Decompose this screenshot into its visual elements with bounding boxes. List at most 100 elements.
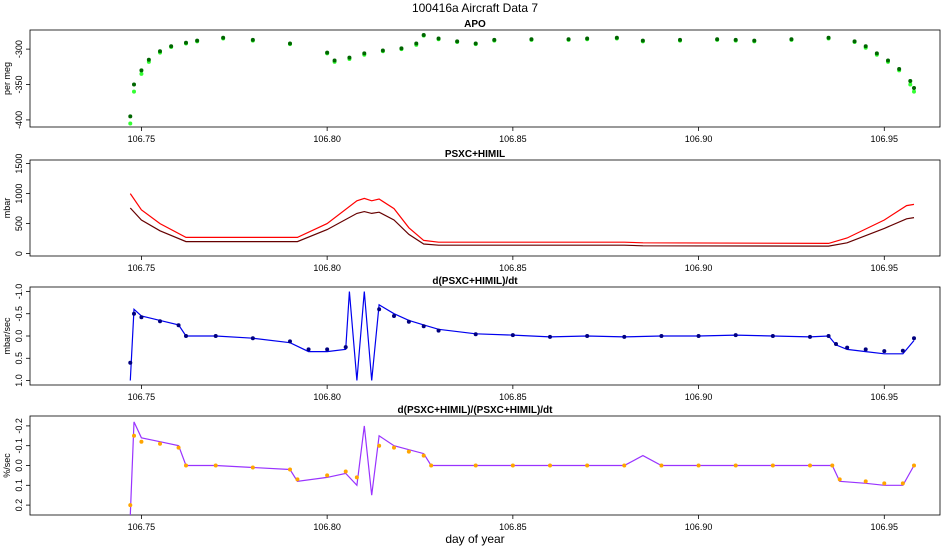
data-point xyxy=(139,315,144,320)
x-tick-label: 106.85 xyxy=(499,134,527,144)
x-tick-label: 106.80 xyxy=(313,134,341,144)
data-point xyxy=(347,55,352,60)
data-point xyxy=(377,443,382,448)
data-point xyxy=(377,307,382,312)
data-point xyxy=(132,311,136,316)
data-point xyxy=(473,332,478,337)
data-point xyxy=(392,445,396,450)
y-tick-label: 0.1 xyxy=(14,479,24,492)
y-tick-label: -0.5 xyxy=(14,306,24,322)
data-point xyxy=(399,46,404,51)
data-point xyxy=(659,463,664,468)
data-point xyxy=(414,41,419,46)
panel-frame xyxy=(29,286,941,386)
x-tick-label: 106.75 xyxy=(128,134,156,144)
data-point xyxy=(343,469,348,474)
data-point xyxy=(184,463,188,468)
x-tick-label: 106.90 xyxy=(685,134,713,144)
data-point xyxy=(473,463,478,468)
data-point xyxy=(770,463,775,468)
data-point xyxy=(221,35,226,40)
data-point xyxy=(139,439,144,444)
data-point xyxy=(288,339,292,344)
data-point xyxy=(195,38,200,43)
data-point xyxy=(733,333,738,338)
data-point xyxy=(176,323,181,328)
x-tick-label: 106.95 xyxy=(871,392,899,402)
data-point xyxy=(886,58,890,63)
x-tick-label: 106.75 xyxy=(128,263,156,273)
data-point xyxy=(752,38,757,43)
data-point xyxy=(696,334,701,338)
y-tick-label: -0.1 xyxy=(14,438,24,454)
data-point xyxy=(852,39,857,44)
data-point xyxy=(900,481,905,486)
series-group xyxy=(128,32,916,126)
data-point xyxy=(908,82,913,87)
y-tick-label: -1.0 xyxy=(14,284,24,300)
data-point xyxy=(834,342,838,347)
data-point xyxy=(325,347,330,352)
data-point xyxy=(548,463,552,468)
y-tick-label: 0.2 xyxy=(14,499,24,512)
y-tick-label: 0.0 xyxy=(14,330,24,343)
data-point xyxy=(912,86,916,91)
x-tick-label: 106.95 xyxy=(871,263,899,273)
data-point xyxy=(295,477,300,482)
x-tick-label: 106.80 xyxy=(313,392,341,402)
series-line-1 xyxy=(129,421,915,515)
x-tick-label: 106.75 xyxy=(128,392,156,402)
data-point xyxy=(908,78,913,83)
series-line-1 xyxy=(129,193,915,245)
x-tick-label: 106.85 xyxy=(499,522,527,532)
data-point xyxy=(826,35,831,40)
data-point xyxy=(715,37,720,42)
series-group xyxy=(128,421,916,515)
panel-4: d(PSXC+HIMIL)/(PSXC+HIMIL)/dt %/sec 0.2 0.1… xyxy=(2,405,941,532)
data-point xyxy=(128,503,133,508)
panel-title: d(PSXC+HIMIL)/dt xyxy=(432,276,518,287)
series-line-1 xyxy=(129,291,915,381)
data-point xyxy=(845,345,850,350)
data-point xyxy=(659,334,664,338)
x-tick-label: 106.95 xyxy=(871,134,899,144)
data-point xyxy=(529,37,534,42)
data-point xyxy=(343,345,348,350)
panel-title: d(PSXC+HIMIL)/(PSXC+HIMIL)/dt xyxy=(398,405,554,416)
panel-title: APO xyxy=(464,19,486,30)
x-tick-label: 106.80 xyxy=(313,263,341,273)
data-point xyxy=(380,48,385,53)
data-point xyxy=(128,114,133,119)
panel-frame xyxy=(29,29,941,128)
data-point xyxy=(392,313,396,318)
data-point xyxy=(830,463,835,468)
panel-2: PSXC+HIMIL mbar 0 500 1000 1500 106.75 106.80 10… xyxy=(2,149,941,273)
x-tick-label: 106.95 xyxy=(871,522,899,532)
series-group xyxy=(128,291,916,381)
data-point xyxy=(585,463,590,468)
data-point xyxy=(158,49,162,54)
data-point xyxy=(288,41,292,46)
data-point xyxy=(770,334,775,338)
data-point xyxy=(808,463,812,468)
y-tick-label: 1000 xyxy=(14,184,24,204)
data-point xyxy=(362,51,367,56)
data-point xyxy=(640,38,645,43)
y-axis-label: mbar/sec xyxy=(2,317,12,355)
data-point xyxy=(332,58,337,63)
data-point xyxy=(250,336,255,341)
data-point xyxy=(863,479,868,484)
x-axis-label: day of year xyxy=(445,532,504,546)
x-tick-label: 106.85 xyxy=(499,263,527,273)
y-tick-label: -350 xyxy=(14,76,24,94)
data-point xyxy=(184,334,188,338)
data-point xyxy=(421,324,426,329)
data-point xyxy=(808,334,812,339)
y-tick-label: 0.0 xyxy=(14,459,24,472)
data-point xyxy=(213,463,218,468)
data-point xyxy=(132,82,136,87)
data-point xyxy=(325,50,330,55)
x-tick-label: 106.90 xyxy=(685,392,713,402)
data-point xyxy=(128,360,133,365)
y-tick-label: -300 xyxy=(14,40,24,58)
